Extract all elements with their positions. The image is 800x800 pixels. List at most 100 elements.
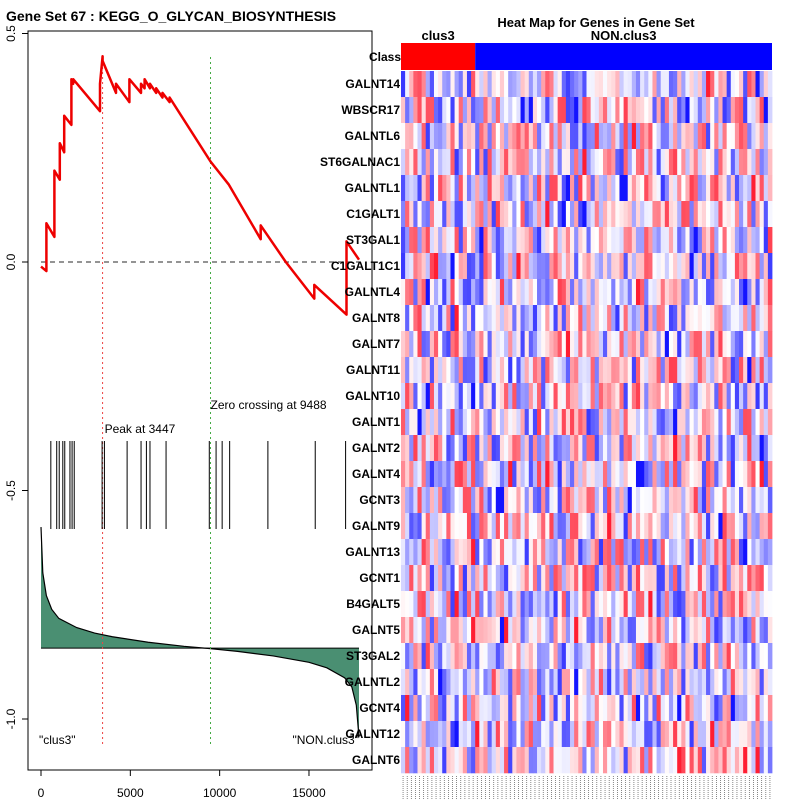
heatmap-cell — [619, 721, 624, 748]
heatmap-cell — [458, 123, 464, 150]
heatmap-cell — [710, 253, 715, 280]
heatmap-cell — [479, 123, 484, 150]
heatmap-cell — [751, 435, 756, 462]
heatmap-cell — [462, 435, 468, 462]
heatmap-cell — [545, 123, 550, 150]
heatmap-cell — [433, 279, 439, 306]
heatmap-cell — [668, 175, 674, 202]
heatmap-cell — [471, 461, 476, 488]
heatmap-cell — [479, 591, 484, 618]
heatmap-cell — [446, 71, 451, 98]
heatmap-cell — [483, 279, 488, 306]
heatmap-cell — [759, 305, 765, 332]
heatmap-cell — [689, 643, 695, 670]
heatmap-cell — [541, 539, 546, 566]
heatmap-cell — [739, 487, 744, 514]
heatmap-cell — [450, 643, 455, 670]
heatmap-cell — [611, 149, 616, 176]
heatmap-cell — [607, 279, 612, 306]
heatmap-cell — [479, 695, 484, 722]
heatmap-cell — [495, 461, 501, 488]
heatmap-cell — [598, 747, 604, 774]
heatmap-cell — [644, 175, 649, 202]
heatmap-cell — [537, 227, 542, 254]
heatmap-cell — [479, 565, 484, 592]
heatmap-cell — [677, 357, 682, 384]
heatmap-cell — [433, 227, 439, 254]
heatmap-cell — [693, 565, 699, 592]
heatmap-cell — [648, 383, 653, 410]
heatmap-cell — [524, 487, 530, 514]
heatmap-cell — [701, 409, 707, 436]
heatmap-cell — [549, 357, 554, 384]
heatmap-cell — [730, 331, 736, 358]
heatmap-cell — [417, 201, 423, 228]
peak-label: Peak at 3447 — [105, 422, 176, 436]
heatmap-cell — [767, 227, 773, 254]
heatmap-cell — [743, 435, 748, 462]
heatmap-cell — [475, 227, 480, 254]
heatmap-cell — [421, 435, 427, 462]
heatmap-cell — [541, 695, 546, 722]
heatmap-cell — [648, 305, 653, 332]
heatmap-cell — [425, 305, 431, 332]
heatmap-cell — [487, 279, 493, 306]
heatmap-cell — [504, 409, 509, 436]
heatmap-cell — [689, 721, 695, 748]
heatmap-cell — [767, 409, 773, 436]
heatmap-cell — [504, 565, 509, 592]
heatmap-cell — [607, 383, 612, 410]
heatmap-cell — [582, 617, 587, 644]
heatmap-cell — [413, 71, 418, 98]
gene-row-label: GALNT6 — [352, 753, 400, 767]
heatmap-cell — [701, 591, 707, 618]
heatmap-cell — [726, 175, 732, 202]
heatmap-cell — [689, 357, 695, 384]
heatmap-cell — [574, 357, 579, 384]
heatmap-cell — [594, 747, 600, 774]
reference-lines — [41, 57, 359, 745]
heatmap-cell — [578, 643, 583, 670]
heatmap-cell — [644, 669, 649, 696]
heatmap-cell — [664, 565, 670, 592]
heatmap-cell — [730, 71, 736, 98]
heatmap-cell — [681, 409, 686, 436]
heatmap-cell — [425, 97, 431, 124]
heatmap-cell — [598, 149, 604, 176]
heatmap-cell — [429, 383, 435, 410]
heatmap-cell — [549, 149, 554, 176]
heatmap-cell — [483, 643, 488, 670]
heatmap-cell — [466, 97, 472, 124]
heatmap-cell — [627, 227, 633, 254]
heatmap-cell — [685, 591, 690, 618]
heatmap-cell — [615, 71, 620, 98]
heatmap-cell — [570, 175, 575, 202]
heatmap-cell — [726, 617, 732, 644]
heatmap-cell — [602, 253, 608, 280]
heatmap-cell — [454, 357, 460, 384]
heatmap-cell — [619, 357, 624, 384]
heatmap-cell — [561, 383, 567, 410]
heatmap-cell — [487, 149, 493, 176]
heatmap-cell — [471, 695, 476, 722]
gene-row-label: ST3GAL2 — [346, 649, 400, 663]
heatmap-cell — [598, 721, 604, 748]
heatmap-cell — [561, 669, 567, 696]
heatmap-cell — [660, 643, 666, 670]
heatmap-cell — [413, 435, 418, 462]
heatmap-cell — [718, 461, 723, 488]
heatmap-cell — [537, 149, 542, 176]
heatmap-cell — [586, 71, 592, 98]
heatmap-cell — [611, 669, 616, 696]
heatmap-cell — [520, 123, 526, 150]
heatmap-cell — [446, 279, 451, 306]
heatmap-cell — [693, 669, 699, 696]
heatmap-cell — [668, 669, 674, 696]
heatmap-cell — [458, 149, 464, 176]
heatmap-cell — [607, 617, 612, 644]
heatmap-cell — [479, 357, 484, 384]
heatmap-cell — [586, 669, 592, 696]
heatmap-cell — [664, 513, 670, 540]
heatmap-cell — [570, 383, 575, 410]
heatmap-cell — [644, 123, 649, 150]
